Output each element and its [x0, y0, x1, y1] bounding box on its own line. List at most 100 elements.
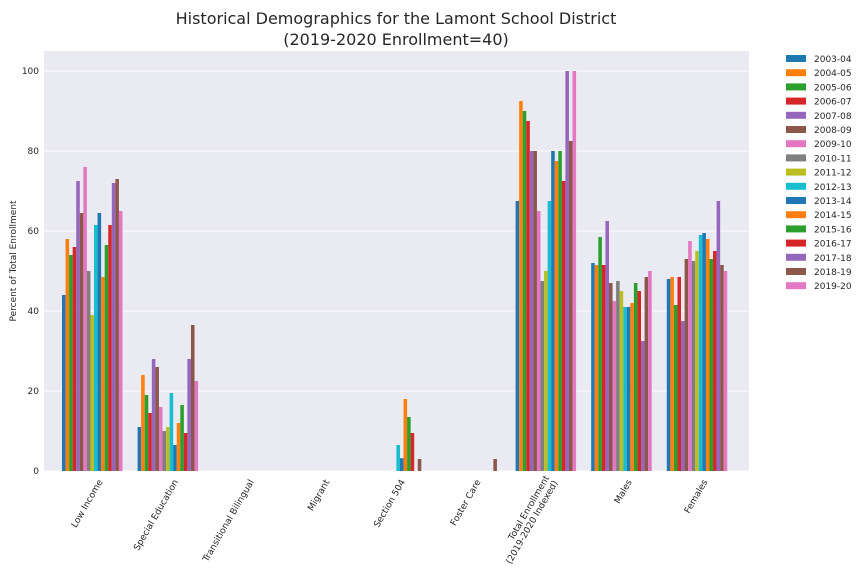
bar	[108, 225, 112, 471]
bar	[623, 307, 627, 471]
legend-swatch	[786, 211, 806, 219]
chart-title-line2: (2019-2020 Enrollment=40)	[283, 30, 509, 49]
y-tick-label: 20	[28, 387, 40, 397]
bar	[515, 201, 520, 471]
bar	[115, 179, 119, 471]
bar	[155, 367, 159, 471]
bar	[190, 325, 195, 471]
bar	[529, 151, 534, 471]
bar	[723, 271, 728, 471]
bar	[79, 213, 84, 471]
legend-swatch	[786, 111, 806, 119]
bar	[141, 375, 145, 471]
bar	[169, 393, 174, 471]
bar	[691, 261, 696, 471]
legend-label: 2009-10	[814, 140, 852, 150]
bar	[641, 341, 645, 471]
bars	[62, 71, 728, 471]
y-tick-label: 60	[28, 227, 40, 237]
legend-swatch	[786, 126, 806, 133]
bar	[547, 201, 552, 471]
bar	[407, 417, 411, 471]
bar	[601, 265, 606, 471]
bar	[709, 259, 714, 471]
legend-swatch	[786, 140, 806, 148]
bar	[536, 211, 541, 471]
bar	[637, 291, 642, 471]
legend-swatch	[786, 282, 806, 290]
bar	[417, 459, 422, 471]
legend-label: 2006-07	[814, 98, 852, 108]
bar	[86, 271, 91, 471]
legend-swatch	[786, 168, 806, 176]
legend-swatch	[786, 55, 806, 62]
legend-swatch	[786, 225, 806, 233]
bar	[72, 247, 77, 471]
bar	[554, 161, 559, 471]
bar	[551, 151, 555, 471]
bar	[677, 277, 682, 471]
y-tick-label: 40	[28, 307, 40, 317]
y-axis-label: Percent of Total Enrollment	[9, 200, 19, 322]
bar	[626, 307, 631, 471]
legend-label: 2018-19	[814, 268, 852, 278]
legend-label: 2016-17	[814, 240, 852, 250]
bar	[670, 277, 674, 471]
bar	[493, 459, 497, 471]
bar	[591, 263, 595, 471]
legend-label: 2004-05	[814, 69, 852, 79]
bar	[616, 281, 620, 471]
bar	[713, 251, 717, 471]
bar	[162, 431, 167, 471]
bar	[605, 221, 609, 471]
bar	[180, 405, 184, 471]
bar	[619, 291, 624, 471]
bar	[176, 423, 181, 471]
bar	[648, 271, 652, 471]
bar	[519, 101, 523, 471]
bar	[630, 303, 634, 471]
legend-swatch	[786, 239, 806, 247]
bar	[705, 239, 710, 471]
bar	[688, 241, 692, 471]
bar	[561, 181, 566, 471]
bar	[83, 167, 87, 471]
bar	[681, 321, 685, 471]
bar	[65, 239, 70, 471]
bar	[403, 399, 408, 471]
y-tick-label: 100	[22, 67, 39, 77]
bar	[558, 151, 562, 471]
legend-swatch	[786, 197, 806, 204]
bar	[612, 301, 617, 471]
y-tick-label: 0	[33, 467, 39, 477]
bar	[410, 433, 415, 471]
bar	[148, 413, 152, 471]
bar	[572, 71, 577, 471]
bar	[396, 445, 400, 471]
bar	[544, 271, 548, 471]
chart-title-line1: Historical Demographics for the Lamont S…	[176, 9, 617, 28]
bar	[666, 279, 671, 471]
bar	[568, 141, 573, 471]
legend-swatch	[786, 154, 806, 162]
legend-label: 2007-08	[814, 112, 852, 122]
bar	[183, 433, 188, 471]
legend-label: 2017-18	[814, 254, 852, 264]
bar	[702, 233, 706, 471]
legend-label: 2011-12	[814, 169, 852, 179]
bar	[187, 359, 191, 471]
bar	[565, 71, 569, 471]
legend-swatch	[786, 268, 806, 275]
legend-swatch	[786, 69, 806, 77]
bar	[144, 395, 149, 471]
bar	[716, 201, 721, 471]
legend-label: 2012-13	[814, 183, 852, 193]
bar	[62, 295, 66, 471]
legend-swatch	[786, 182, 806, 190]
bar	[94, 225, 98, 471]
bar	[76, 181, 80, 471]
bar	[101, 277, 105, 471]
legend-swatch	[786, 97, 806, 105]
bar	[533, 151, 537, 471]
